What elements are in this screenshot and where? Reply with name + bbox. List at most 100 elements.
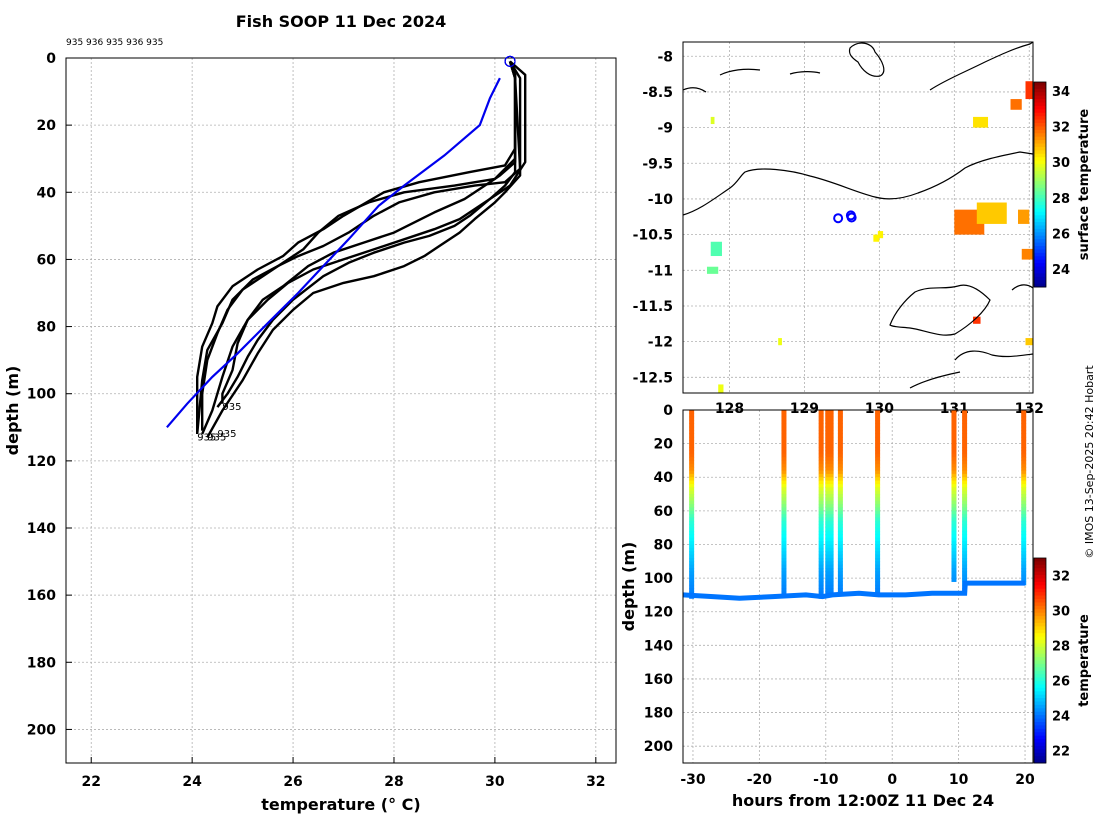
colorbar-segment [1034, 153, 1046, 158]
cast-cell [875, 584, 881, 589]
colorbar-segment [1034, 581, 1046, 586]
cast-cell [818, 588, 824, 593]
colorbar-segment [1034, 160, 1046, 165]
colorbar-segment [1034, 653, 1046, 658]
cast-cell [818, 578, 824, 582]
cast-cell [818, 537, 824, 542]
colorbar-segment [1034, 242, 1046, 247]
colorbar-segment [1034, 249, 1046, 254]
cast-cell [825, 440, 831, 445]
cast-cell [875, 416, 881, 421]
y-tick-label: 180 [644, 706, 673, 722]
cast-cell [689, 588, 695, 593]
lon-tick-label: 129 [790, 401, 819, 417]
cast-cell [828, 568, 834, 572]
cast-cell [962, 504, 968, 508]
colorbar-segment [1034, 571, 1046, 576]
cast-cell [828, 453, 834, 458]
cast-cell [951, 430, 957, 435]
cast-cell [828, 571, 834, 576]
colorbar-segment [1034, 232, 1046, 237]
cast-cell [689, 541, 695, 545]
cast-cell [1021, 551, 1027, 556]
cast-cell [818, 436, 824, 441]
cast-cell [1021, 520, 1027, 525]
cast-cell [951, 561, 957, 566]
cast-cell [818, 571, 824, 576]
y-tick-label: 140 [644, 638, 673, 654]
cast-cell [951, 527, 957, 532]
cast-cell [825, 578, 831, 582]
cast-cell [781, 561, 787, 566]
cast-cell [781, 470, 787, 475]
colorbar-tick-label: 26 [1052, 675, 1070, 690]
cast-cell [818, 477, 824, 482]
cast-cell [875, 443, 881, 448]
cast-cell [962, 551, 968, 556]
cast-cell [837, 574, 843, 579]
cast-cell [875, 446, 881, 451]
cast-cell [837, 551, 843, 556]
cast-cell [951, 564, 957, 569]
cast-cell [781, 416, 787, 421]
cast-cell [962, 487, 968, 492]
cast-cell [828, 578, 834, 582]
cast-cell [962, 480, 968, 485]
colorbar-tick-label: 32 [1052, 570, 1070, 585]
plot-frame [682, 409, 1034, 764]
lat-tick-label: -10.5 [633, 228, 673, 244]
colorbar-segment [1034, 725, 1046, 730]
cast-cell [837, 480, 843, 485]
cast-cell [875, 510, 881, 515]
cast-cell [837, 578, 843, 582]
cast-cell [951, 416, 957, 421]
colorbar-segment [1034, 633, 1046, 638]
cast-cell [689, 477, 695, 482]
colorbar-segment [1034, 626, 1046, 631]
sst-patch [1010, 99, 1022, 110]
cast-cell [875, 547, 881, 552]
cast-cell [689, 561, 695, 566]
cast-cell [951, 473, 957, 478]
cast-cell [951, 571, 957, 576]
cast-cell [828, 457, 834, 461]
x-tick-label: 22 [81, 774, 100, 790]
x-tick-label: 32 [586, 774, 605, 790]
sst-patch [976, 202, 1007, 224]
copyright-credit: © IMOS 13-Sep-2025 20:42 Hobart [1083, 365, 1096, 559]
cast-cell [837, 433, 843, 438]
cast-cell [781, 568, 787, 572]
coastline [682, 151, 1034, 216]
colorbar-segment [1034, 208, 1046, 213]
cast-cell [875, 551, 881, 556]
sst-patch [1025, 338, 1033, 346]
cast-cell [689, 544, 695, 549]
cast-cell [875, 568, 881, 572]
colorbar-tick-label: 30 [1052, 605, 1070, 620]
colorbar-tick-label: 32 [1052, 121, 1070, 136]
cast-cell [1021, 410, 1027, 414]
cast-cell [818, 497, 824, 502]
cast-cell [962, 477, 968, 482]
cast-cell [962, 446, 968, 451]
cast-cell [951, 534, 957, 539]
cast-cell [828, 473, 834, 478]
cast-cell [689, 497, 695, 502]
cast-cell [825, 480, 831, 485]
cast-cell [1021, 483, 1027, 488]
cast-cell [962, 564, 968, 569]
lat-tick-label: -12.5 [633, 370, 673, 386]
colorbar-segment [1034, 126, 1046, 131]
cast-cell [781, 477, 787, 482]
cast-cell [837, 541, 843, 545]
cast-cell [828, 551, 834, 556]
cast-cell [875, 561, 881, 566]
cast-cell [825, 568, 831, 572]
cast-column [1021, 410, 1027, 586]
cast-cell [1021, 477, 1027, 482]
sst-patch [710, 116, 715, 125]
cast-cell [1021, 460, 1027, 465]
cast-cell [962, 416, 968, 421]
cast-cell [875, 514, 881, 519]
colorbar-segment [1034, 187, 1046, 192]
